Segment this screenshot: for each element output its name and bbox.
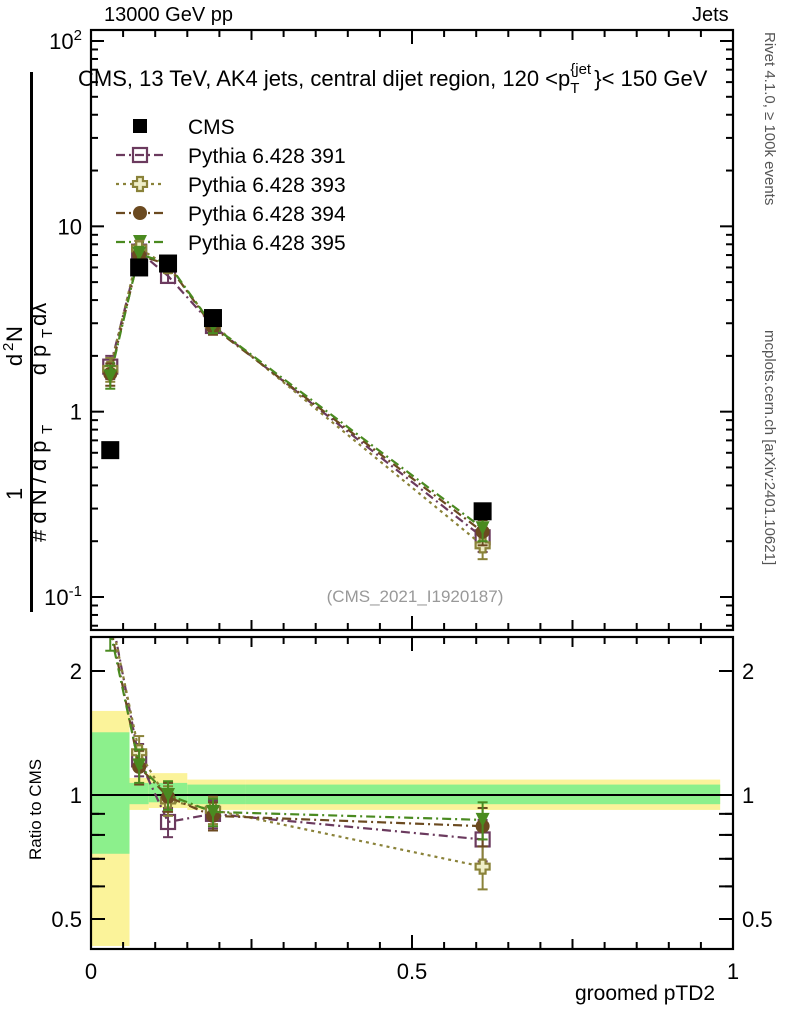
svg-text:Pythia 6.428 393: Pythia 6.428 393 [188,174,346,197]
legend: CMS Pythia 6.428 391 Pythia 6.428 393 Pythi… [116,116,346,255]
svg-text:0: 0 [85,959,97,984]
ratio-series-group [105,637,491,891]
x-axis-title: groomed pTD2 [575,982,716,1005]
ratio-x-ticks [90,637,734,949]
svg-text:10-1: 10-1 [44,583,82,610]
ratio-y-tick-labels-right: 210.5 [742,659,773,932]
svg-text:CMS: CMS [188,116,235,139]
svg-text:T: T [39,425,56,434]
y-axis-label: d p T dλ d 2 N # d N / d p T 1 [0,30,62,630]
svg-text:1: 1 [727,959,739,984]
svg-text:0.5: 0.5 [397,959,428,984]
svg-text:N: N [2,326,27,342]
ratio-axis-title: Ratio to CMS [26,758,45,860]
main-series-group [101,239,492,561]
svg-text:1: 1 [70,783,82,808]
header-left-label: 13000 GeV pp [104,4,233,26]
svg-text:1: 1 [742,783,754,808]
svg-text:1: 1 [2,488,27,500]
main-x-ticks [90,30,734,630]
svg-text:0.5: 0.5 [742,907,773,932]
svg-text:1: 1 [70,400,82,425]
svg-text:Pythia 6.428 394: Pythia 6.428 394 [188,203,346,226]
svg-text:0.5: 0.5 [51,907,82,932]
ratio-y-ticks [91,670,733,920]
analysis-id-watermark: (CMS_2021_I1920187) [327,587,504,606]
main-y-ticks [91,40,733,627]
svg-text:{jet: {jet [570,61,592,78]
header-right-label: Jets [692,4,729,26]
main-y-tick-labels: 102 10 1 10-1 [44,27,82,610]
svg-text:d: d [2,354,27,366]
svg-text:10: 10 [58,214,82,239]
svg-text:2: 2 [0,343,17,351]
svg-text:}< 150 GeV: }< 150 GeV [594,66,707,91]
plot-title: CMS, 13 TeV, AK4 jets, central dijet reg… [78,61,708,97]
svg-text:CMS, 13 TeV, AK4 jets, central: CMS, 13 TeV, AK4 jets, central dijet reg… [78,66,570,91]
svg-text:T: T [39,329,56,338]
svg-text:102: 102 [49,27,82,54]
uncertainty-bands [91,710,733,946]
ratio-y-tick-labels: 210.5 [51,659,82,932]
svg-text:Pythia 6.428 391: Pythia 6.428 391 [188,145,346,168]
svg-text:T: T [570,80,579,97]
svg-text:2: 2 [742,659,754,684]
svg-text:Pythia 6.428 395: Pythia 6.428 395 [188,232,346,255]
svg-text:2: 2 [70,659,82,684]
x-tick-labels: 0 0.5 1 [85,959,739,984]
